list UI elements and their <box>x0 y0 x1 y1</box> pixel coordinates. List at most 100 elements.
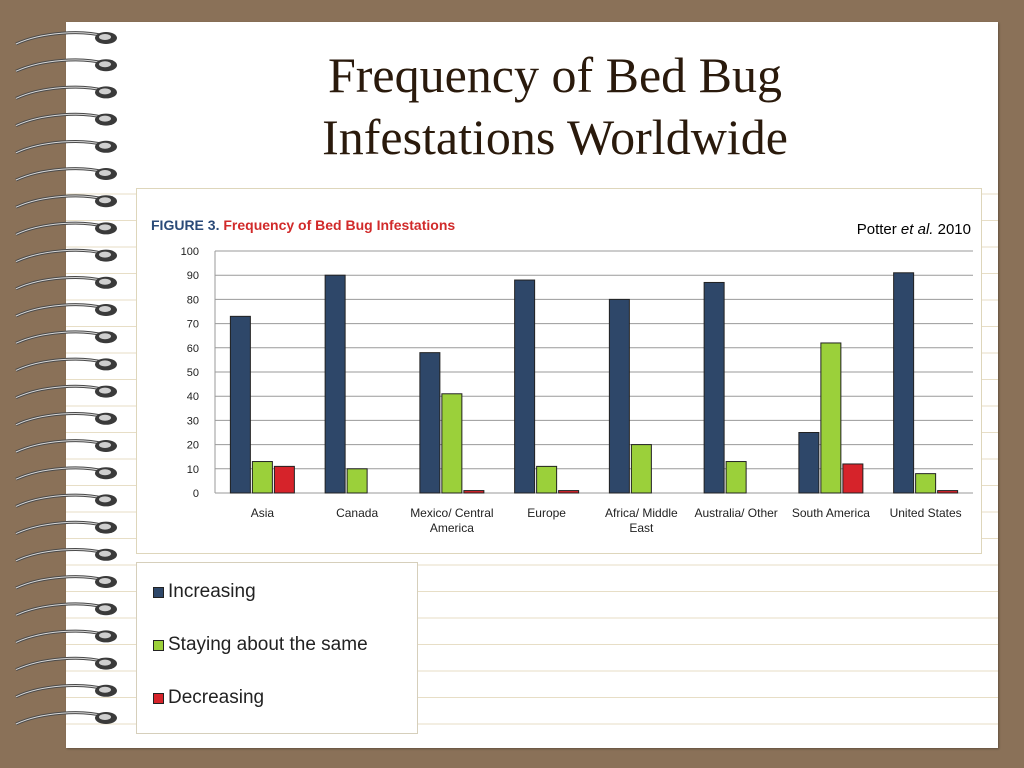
spiral-hole-shine <box>99 659 111 666</box>
spiral-hole-shine <box>99 469 111 476</box>
x-tick-label: Europe <box>527 506 566 520</box>
spiral-hole-shine <box>99 496 111 503</box>
spiral-hole-shine <box>99 306 111 312</box>
spiral-hole-shine <box>99 197 111 204</box>
spiral-hole-shine <box>99 333 111 340</box>
legend-swatch-same <box>153 639 164 651</box>
spiral-hole-shine <box>99 88 111 95</box>
spiral-ring-highlight <box>15 385 105 399</box>
spiral-ring <box>15 656 105 671</box>
figure-title: Frequency of Bed Bug Infestations <box>223 217 456 233</box>
x-tick-label: Mexico/ Central <box>410 506 493 520</box>
spiral-ring-highlight <box>15 358 105 371</box>
legend-label-increasing: Increasing <box>168 581 256 602</box>
slide-title-line1: Frequency of Bed Bug <box>327 47 783 103</box>
y-tick-label: 10 <box>187 464 199 476</box>
spiral-hole-shine <box>99 686 111 693</box>
spiral-ring-highlight <box>15 168 105 181</box>
spiral-ring-highlight <box>15 712 105 725</box>
spiral-ring-highlight <box>15 494 105 507</box>
x-tick-label: East <box>629 521 654 535</box>
bar-decreasing <box>273 465 295 494</box>
bar-increasing <box>798 432 820 494</box>
spiral-ring <box>15 684 105 699</box>
y-tick-label: 30 <box>187 415 199 427</box>
bar-staying-about-the-same <box>536 465 558 494</box>
citation-etal: et al. <box>900 221 934 238</box>
bar-decreasing <box>842 463 864 494</box>
spiral-hole-shine <box>99 523 111 530</box>
spiral-hole-shine <box>99 442 111 448</box>
legend-item-decreasing: Decreasing <box>153 687 264 709</box>
citation-author: Potter <box>856 221 897 238</box>
spiral-ring <box>15 276 105 291</box>
legend-label-decreasing: Decreasing <box>168 687 265 708</box>
spiral-ring-highlight <box>15 630 105 643</box>
figure-number: FIGURE 3. <box>151 217 220 233</box>
x-tick-label: Africa/ Middle <box>605 506 678 520</box>
spiral-ring <box>15 575 105 590</box>
y-tick-label: 40 <box>187 391 199 403</box>
spiral-ring <box>15 412 105 427</box>
x-tick-label: Asia <box>251 506 275 520</box>
spiral-ring-highlight <box>15 59 105 72</box>
spiral-ring-highlight <box>15 657 105 671</box>
y-tick-label: 80 <box>187 294 199 306</box>
figure-panel: 0 10 20 30 40 50 60 70 80 90 100 Asia Canada Mexico/ … <box>136 188 982 554</box>
spiral-hole-shine <box>99 34 111 40</box>
bar-increasing <box>229 315 251 494</box>
spiral-hole-shine <box>99 550 111 557</box>
y-tick-label: 60 <box>187 343 199 355</box>
chart-legend: Increasing Staying about the same Decrea… <box>136 562 418 734</box>
spiral-ring <box>15 140 105 155</box>
spiral-ring <box>15 384 105 399</box>
bar-increasing <box>608 298 630 494</box>
spiral-ring <box>15 548 105 563</box>
spiral-hole-shine <box>99 632 111 639</box>
spiral-ring-highlight <box>15 86 105 99</box>
spiral-ring <box>15 602 105 617</box>
citation: Potter et al. 2010 <box>857 221 971 238</box>
bar-staying-about-the-same <box>346 468 368 494</box>
spiral-ring <box>15 167 105 182</box>
legend-item-increasing: Increasing <box>153 581 256 603</box>
spiral-ring-highlight <box>15 413 105 426</box>
spiral-ring <box>15 112 105 127</box>
y-tick-label: 20 <box>187 440 199 452</box>
spiral-ring-highlight <box>15 304 105 317</box>
spiral-hole-shine <box>99 578 111 584</box>
slide-title-line2: Infestations Worldwide <box>322 109 788 165</box>
spiral-ring-highlight <box>15 277 105 290</box>
spiral-hole-shine <box>99 251 111 258</box>
spiral-ring-highlight <box>15 467 105 480</box>
bar-increasing <box>514 279 536 494</box>
spiral-ring-highlight <box>15 113 105 127</box>
bar-decreasing <box>463 490 485 494</box>
spiral-ring-highlight <box>15 195 105 208</box>
y-tick-label: 70 <box>187 319 199 331</box>
spiral-ring-highlight <box>15 141 105 154</box>
spiral-hole-shine <box>99 142 111 149</box>
y-tick-label: 90 <box>187 270 199 282</box>
spiral-ring-highlight <box>15 32 105 45</box>
spiral-ring <box>15 493 105 508</box>
legend-label-same: Staying about the same <box>168 634 368 655</box>
spiral-ring <box>15 466 105 481</box>
bar-decreasing <box>558 490 580 494</box>
spiral-ring <box>15 85 105 100</box>
spiral-hole-shine <box>99 360 111 367</box>
x-tick-label: United States <box>890 506 962 520</box>
spiral-ring-highlight <box>15 549 105 562</box>
spiral-ring-highlight <box>15 521 105 535</box>
spiral-hole-shine <box>99 170 111 176</box>
x-tick-label: America <box>430 521 474 535</box>
legend-item-same: Staying about the same <box>153 634 368 656</box>
spiral-binding <box>15 31 117 726</box>
bar-increasing <box>324 274 346 494</box>
spiral-ring <box>15 221 105 236</box>
spiral-ring-highlight <box>15 249 105 263</box>
bar-staying-about-the-same <box>630 444 652 494</box>
spiral-ring <box>15 439 105 454</box>
y-tick-label: 0 <box>193 488 199 500</box>
spiral-ring-highlight <box>15 685 105 698</box>
